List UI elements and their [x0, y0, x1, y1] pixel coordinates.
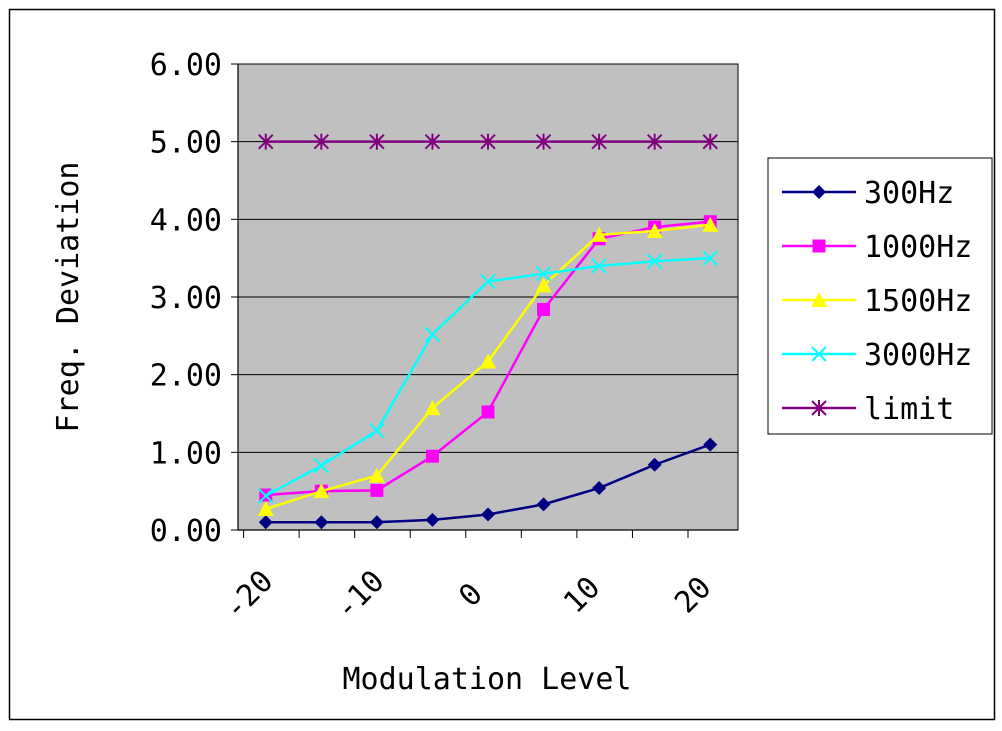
- data-point: [591, 226, 608, 242]
- data-point: [369, 133, 385, 150]
- data-point: [480, 273, 496, 290]
- data-point: [537, 302, 551, 316]
- data-point: [257, 501, 274, 517]
- data-point: [369, 515, 384, 530]
- y-axis-ticks: 0.00 1.00 2.00 3.00 4.00 5.00 6.00: [150, 48, 238, 549]
- data-point: [258, 133, 274, 150]
- data-point: [425, 449, 439, 463]
- y-tick-label: 2.00: [150, 359, 222, 394]
- legend-label: 300Hz: [864, 176, 954, 211]
- data-point: [258, 515, 273, 530]
- data-point: [702, 250, 718, 266]
- y-tick-label: 1.00: [150, 436, 222, 471]
- data-point: [313, 133, 330, 150]
- data-point: [368, 467, 385, 483]
- data-point: [481, 507, 495, 522]
- data-point: [702, 216, 719, 232]
- series-300Hz: [258, 437, 718, 530]
- y-tick-label: 5.00: [150, 126, 222, 161]
- y-tick-label: 0.00: [150, 514, 222, 549]
- data-point: [535, 277, 552, 293]
- legend-marker: [811, 400, 827, 416]
- data-point: [535, 133, 552, 150]
- data-point: [646, 133, 663, 150]
- legend-item: 1500Hz: [782, 284, 972, 319]
- data-point: [313, 457, 330, 474]
- data-point: [535, 265, 552, 282]
- data-point: [480, 353, 496, 369]
- data-point: [314, 515, 329, 530]
- data-point: [425, 512, 440, 527]
- data-point: [369, 422, 385, 439]
- data-point: [646, 222, 663, 238]
- legend-item: 3000Hz: [782, 338, 972, 373]
- y-axis-label: Freq. Deviation: [51, 162, 86, 433]
- data-point: [370, 483, 384, 497]
- data-point: [646, 253, 663, 269]
- legend-marker: [812, 239, 826, 253]
- legend-label: 3000Hz: [864, 338, 972, 373]
- x-axis-label: Modulation Level: [343, 662, 632, 697]
- legend: 300Hz 1000Hz 1500Hz 3000Hz limit: [767, 157, 993, 435]
- y-tick-label: 4.00: [150, 203, 222, 238]
- legend-item: limit: [782, 392, 954, 427]
- data-point: [592, 481, 607, 496]
- data-point: [258, 488, 274, 504]
- legend-label: 1000Hz: [864, 230, 972, 265]
- series-layer: [257, 133, 719, 530]
- legend-marker: [812, 185, 826, 199]
- data-point: [647, 457, 662, 472]
- data-point: [536, 497, 551, 512]
- data-point: [591, 133, 607, 150]
- legend-label: limit: [864, 392, 954, 427]
- series-1500Hz: [257, 216, 719, 517]
- data-point: [480, 133, 496, 150]
- data-point: [703, 437, 718, 452]
- data-point: [481, 405, 495, 419]
- data-point: [702, 133, 718, 150]
- data-point: [424, 133, 441, 150]
- data-point: [424, 326, 441, 342]
- data-point: [424, 400, 441, 416]
- legend-marker: [811, 292, 827, 307]
- legend-item: 300Hz: [782, 176, 954, 211]
- legend-item: 1000Hz: [782, 230, 972, 265]
- series-limit: [258, 133, 718, 150]
- data-point: [591, 258, 607, 274]
- series-3000Hz: [258, 250, 718, 504]
- y-tick-label: 6.00: [150, 48, 222, 83]
- legend-marker: [811, 346, 827, 362]
- y-tick-label: 3.00: [150, 281, 222, 316]
- data-point: [313, 483, 330, 499]
- legend-label: 1500Hz: [864, 284, 972, 319]
- legend-box: [767, 157, 993, 435]
